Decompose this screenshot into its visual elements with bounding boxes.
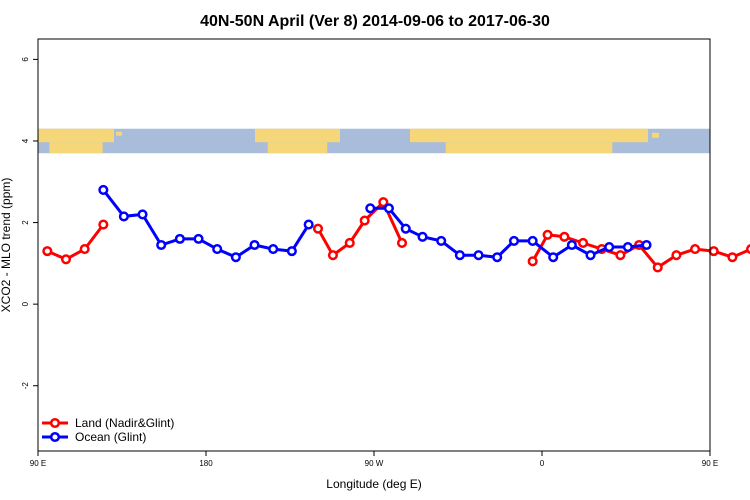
data-point (118, 211, 129, 222)
data-point (378, 197, 389, 208)
map-land (410, 128, 648, 143)
data-point (492, 252, 503, 263)
map-land (652, 132, 659, 138)
series-line (46, 223, 105, 261)
data-point (436, 235, 447, 246)
data-point (690, 244, 701, 255)
data-point (671, 250, 682, 261)
y-tick-label: 4 (21, 138, 30, 143)
y-axis-title: XCO2 - MLO trend (ppm) (0, 178, 13, 313)
y-tick-label: -2 (21, 382, 30, 390)
y-tick-label: 6 (21, 57, 30, 62)
data-point (508, 235, 520, 246)
x-tick-label: 90 W (365, 459, 384, 468)
data-point (230, 252, 241, 263)
data-point (727, 252, 738, 263)
y-tick-label: 0 (21, 301, 30, 306)
y-tick-label: 2 (21, 220, 30, 225)
series-layer (42, 184, 750, 273)
data-point (559, 231, 570, 242)
data-point (286, 246, 297, 257)
map-land (116, 131, 122, 136)
data-point (454, 250, 465, 261)
y-axis: -2 0 2 4 6 (21, 57, 38, 390)
data-point (400, 223, 411, 234)
data-point (604, 241, 615, 253)
data-point (652, 262, 663, 273)
data-point (641, 239, 652, 251)
x-tick-label: 0 (540, 459, 545, 468)
map-land (267, 142, 328, 154)
data-point (708, 246, 719, 257)
data-point (60, 254, 72, 265)
data-point (417, 231, 428, 242)
series-line (370, 206, 647, 259)
chart-title: 40N-50N April (Ver 8) 2014-09-06 to 2017… (200, 13, 550, 30)
data-point (396, 237, 408, 249)
data-point (327, 250, 338, 261)
data-point (193, 233, 204, 244)
legend-swatch-marker (49, 431, 61, 443)
data-point (98, 219, 109, 230)
data-point (42, 246, 53, 257)
map-land (38, 128, 114, 143)
data-point (268, 244, 279, 255)
data-point (365, 203, 376, 214)
map-land (255, 128, 340, 143)
data-point (98, 184, 109, 195)
data-point (622, 241, 633, 253)
map-land (49, 142, 103, 154)
x-tick-label: 180 (199, 459, 213, 468)
legend-swatch-marker (49, 417, 61, 429)
x-tick-label: 90 E (702, 459, 718, 468)
legend-label: Land (Nadir&Glint) (75, 416, 174, 430)
data-point (79, 244, 90, 255)
data-point (746, 244, 750, 255)
data-point (156, 239, 167, 251)
data-point (137, 209, 148, 220)
data-point (359, 215, 370, 226)
data-point (578, 237, 589, 249)
legend-label: Ocean (Glint) (75, 430, 146, 444)
x-axis-title: Longitude (deg E) (326, 477, 421, 491)
data-point (312, 223, 324, 234)
map-land (445, 142, 613, 154)
legend: Land (Nadir&Glint)Ocean (Glint) (42, 416, 174, 444)
x-tick-label: 90 E (30, 459, 46, 468)
data-point (527, 235, 538, 246)
world-map-band (38, 128, 710, 154)
series-ocean (98, 184, 652, 263)
data-point (566, 239, 577, 251)
data-point (249, 239, 260, 251)
data-point (344, 237, 355, 249)
data-point (174, 233, 185, 244)
series-land (42, 197, 750, 273)
data-point (383, 203, 394, 214)
data-point (527, 256, 538, 267)
data-point (585, 250, 596, 261)
data-point (542, 229, 553, 240)
data-point (212, 244, 223, 255)
data-point (473, 250, 484, 261)
data-point (615, 250, 626, 261)
data-point (303, 219, 314, 230)
data-point (548, 252, 559, 263)
x-axis: 90 E 180 90 W 0 90 E (30, 451, 718, 468)
